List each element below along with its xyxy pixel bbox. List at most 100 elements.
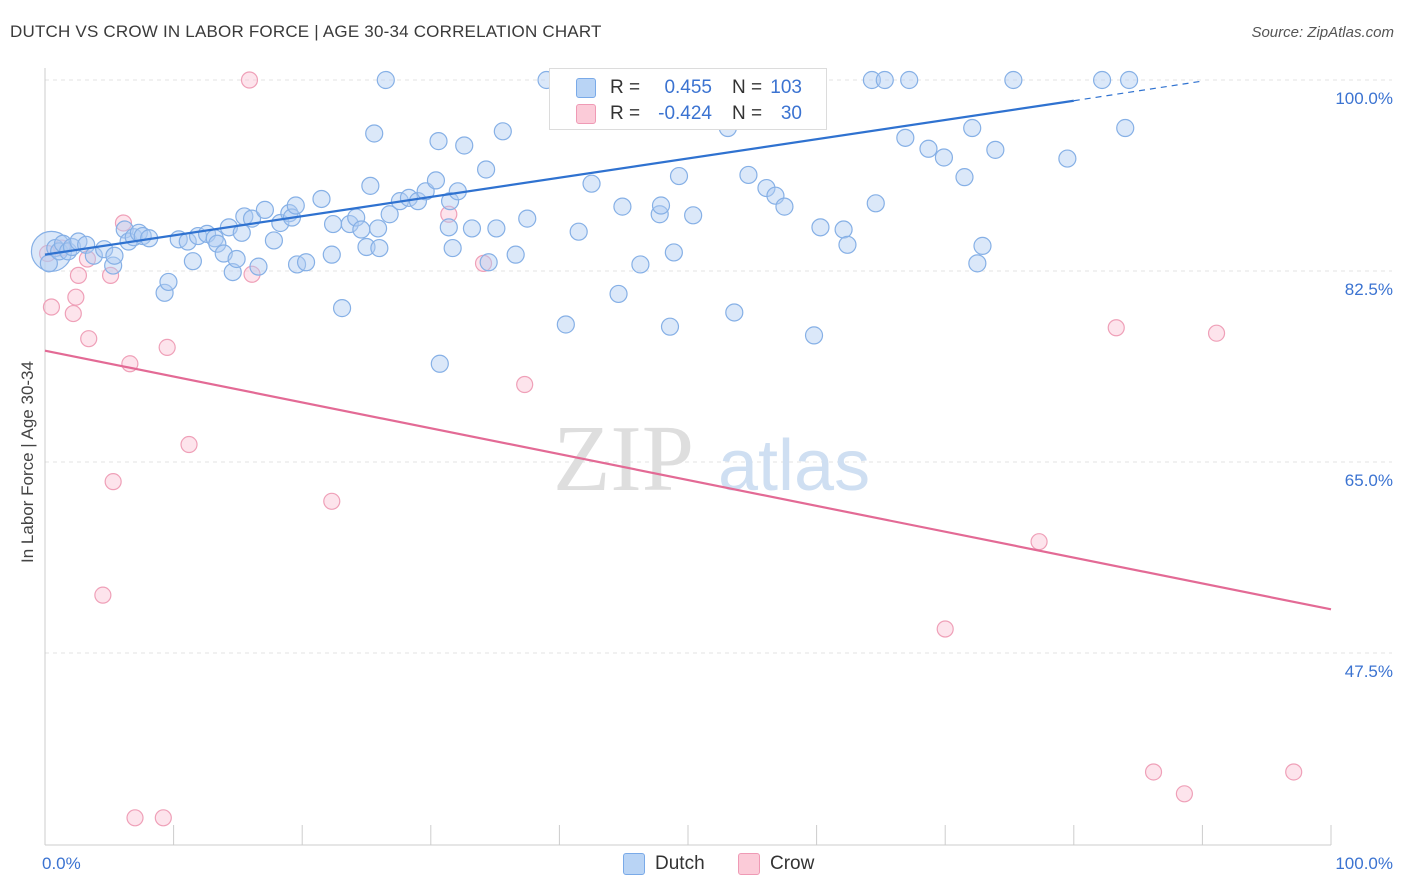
crow-point — [126, 809, 144, 827]
dutch-trendline — [44, 99, 1074, 256]
dutch-point — [208, 234, 227, 253]
dutch-point — [255, 200, 275, 219]
dutch-point — [1058, 149, 1077, 168]
axes — [44, 68, 1332, 846]
legend-row-dutch: R = 0.455 N = 103 — [550, 74, 826, 100]
dutch-point — [430, 354, 449, 373]
dutch-point — [357, 237, 376, 257]
crow-point — [69, 266, 88, 284]
dutch-point — [352, 220, 371, 239]
dutch-trendline-extension — [1073, 80, 1203, 102]
dutch-point — [569, 222, 588, 241]
dutch-point — [332, 299, 352, 318]
dutch-point — [838, 235, 857, 254]
dutch-point — [518, 209, 537, 228]
dutch-point — [609, 284, 628, 304]
dutch-point — [462, 219, 482, 238]
legend-swatch-crow — [576, 104, 596, 124]
dutch-point — [429, 132, 448, 151]
crow-point — [440, 205, 458, 223]
watermark-zip: ZIP — [553, 407, 694, 511]
dutch-point — [439, 218, 458, 237]
dutch-point — [376, 70, 395, 90]
crow-trendline — [44, 349, 1332, 611]
bottom-legend-swatch-crow — [738, 853, 760, 875]
dutch-point — [340, 214, 359, 234]
dutch-point — [775, 197, 794, 216]
dutch-point — [155, 283, 174, 302]
legend-n-value: 103 — [770, 77, 802, 98]
dutch-point — [370, 238, 389, 258]
y-tick-label: 65.0% — [1345, 471, 1393, 490]
dutch-point — [493, 122, 512, 141]
dutch-point — [365, 124, 384, 143]
trendlines — [44, 80, 1332, 611]
dutch-point — [1092, 70, 1112, 90]
dutch-point — [1119, 70, 1139, 90]
dutch-point — [664, 243, 683, 262]
crow-point — [180, 435, 198, 454]
dutch-point — [426, 171, 446, 190]
bottom-legend-swatch-dutch — [623, 853, 645, 875]
dutch-point — [183, 252, 202, 271]
crow-point — [1107, 319, 1125, 337]
crow-point — [114, 214, 133, 232]
dutch-point — [651, 196, 671, 215]
bottom-legend-label-crow: Crow — [770, 853, 815, 874]
dutch-point — [380, 205, 399, 224]
dutch-point — [660, 317, 680, 336]
dutch-point — [249, 257, 268, 276]
legend-r-label: R = — [610, 77, 641, 98]
y-tick-label: 47.5% — [1345, 662, 1393, 681]
dutch-point — [834, 220, 853, 239]
dutch-point — [725, 303, 744, 322]
tick-labels: 100.0% 82.5% 65.0% 47.5% 0.0% 100.0% — [42, 89, 1393, 873]
dutch-point — [862, 70, 881, 90]
dutch-point — [919, 139, 938, 158]
dutch-point — [476, 160, 496, 179]
dutch-point — [296, 253, 316, 272]
dutch-point — [875, 70, 894, 90]
dutch-point — [264, 231, 284, 250]
legend-n-label: N = — [732, 103, 763, 124]
dutch-point — [955, 168, 974, 187]
crow-point — [1285, 763, 1303, 781]
legend-row-crow: R = -0.424 N = 30 — [550, 100, 826, 126]
dutch-point — [896, 128, 915, 147]
stats-legend: R = 0.455 N = 103 R = -0.424 N = 30 — [549, 68, 827, 130]
crow-point — [516, 375, 534, 394]
zipatlas-watermark: ZIP atlas — [553, 407, 870, 511]
dutch-point — [105, 246, 124, 265]
crow-point — [1030, 533, 1048, 551]
dutch-point — [227, 249, 246, 269]
crow-point — [104, 473, 122, 491]
legend-r-value: 0.455 — [664, 77, 712, 98]
dutch-point — [1116, 118, 1135, 138]
dutch-point — [986, 140, 1005, 159]
dutch-point — [811, 218, 830, 237]
y-tick-label: 82.5% — [1345, 280, 1393, 299]
dutch-point — [286, 196, 305, 215]
dutch-points — [30, 70, 1139, 373]
legend-r-label: R = — [610, 103, 641, 124]
x-tick-label-min: 0.0% — [42, 854, 81, 873]
dutch-point — [312, 189, 331, 209]
watermark-atlas: atlas — [718, 426, 870, 506]
dutch-point — [455, 136, 474, 155]
dutch-point — [506, 245, 525, 264]
crow-point — [323, 492, 341, 510]
crow-point — [243, 265, 261, 283]
dutch-point — [556, 315, 575, 334]
crow-point — [1207, 324, 1226, 342]
dutch-point — [684, 206, 703, 225]
crow-point — [64, 304, 82, 323]
dutch-point — [104, 256, 123, 275]
dutch-point — [631, 255, 650, 274]
dutch-point — [934, 148, 954, 167]
dutch-point — [443, 238, 462, 258]
legend-n-value: 30 — [780, 103, 802, 124]
dutch-point — [613, 197, 632, 216]
crow-point — [67, 288, 85, 306]
dutch-point — [361, 176, 380, 195]
